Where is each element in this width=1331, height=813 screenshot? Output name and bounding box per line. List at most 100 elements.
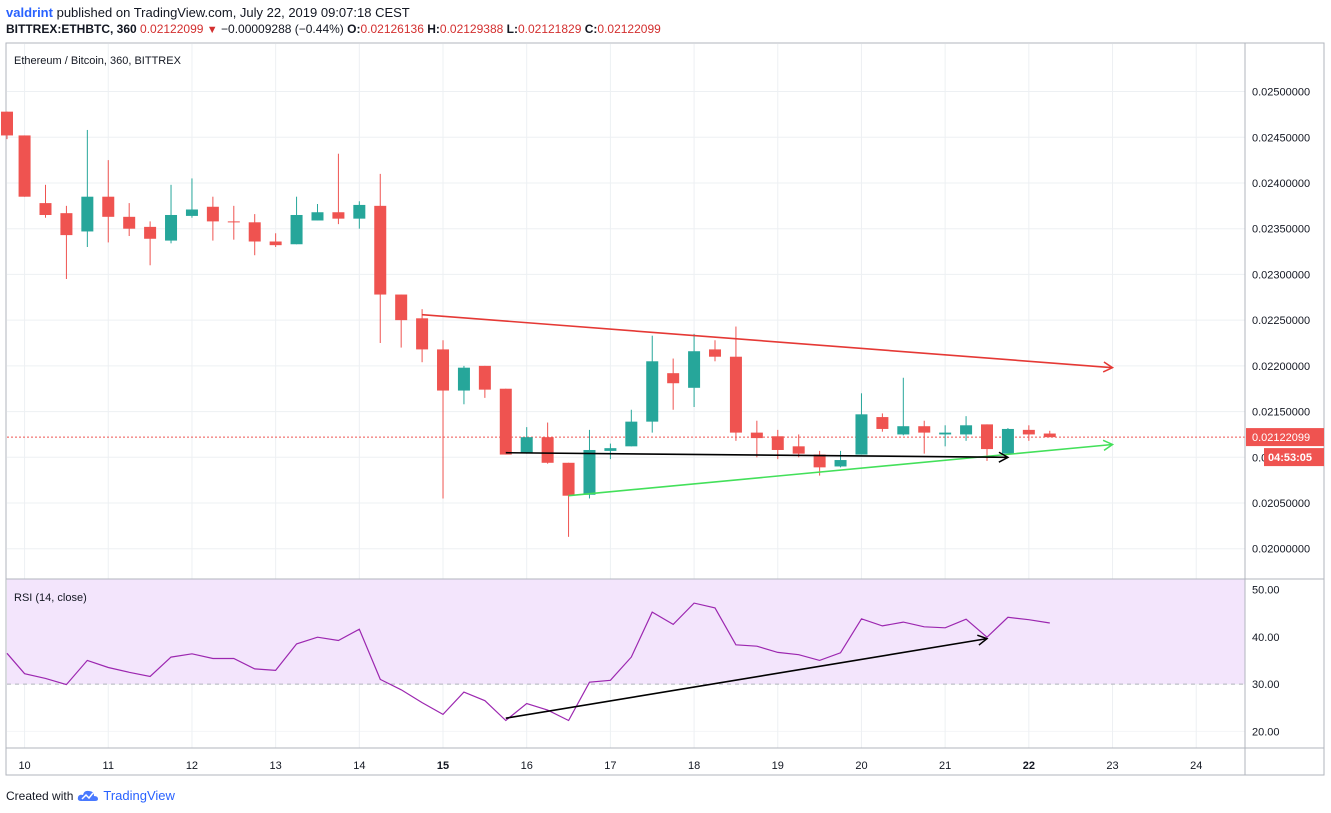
candle-body bbox=[897, 426, 910, 435]
candle bbox=[60, 205, 73, 279]
candle bbox=[667, 358, 680, 410]
candle-body bbox=[729, 356, 742, 433]
rsi-tick-label: 30.00 bbox=[1252, 679, 1280, 691]
candle-body bbox=[499, 388, 512, 455]
price-tick-label: 0.02300000 bbox=[1252, 269, 1310, 281]
rsi-tick-label: 50.00 bbox=[1252, 584, 1280, 596]
candle bbox=[227, 205, 240, 240]
rsi-divergence-arrow bbox=[505, 634, 989, 719]
candle bbox=[457, 365, 470, 405]
candle bbox=[541, 422, 554, 464]
candle bbox=[709, 340, 722, 362]
candle-body bbox=[1043, 433, 1056, 438]
candle-body bbox=[1022, 429, 1035, 435]
candle bbox=[520, 427, 533, 454]
price-tick-label: 0.02450000 bbox=[1252, 132, 1310, 144]
current-price-tag-bg bbox=[1246, 428, 1324, 447]
x-tick-label: 24 bbox=[1190, 760, 1202, 772]
candle bbox=[18, 135, 31, 197]
resistance-trendline bbox=[422, 313, 1115, 373]
created-with-text: Created with bbox=[6, 788, 74, 803]
price-tick-label: 0.02200000 bbox=[1252, 361, 1310, 373]
candle-body bbox=[918, 426, 931, 433]
high-value: 0.02129388 bbox=[439, 22, 504, 36]
candle-body bbox=[583, 449, 596, 495]
rsi-tick-label: 20.00 bbox=[1252, 726, 1280, 738]
symbol-label: BITTREX:ETHBTC, 360 bbox=[6, 22, 137, 36]
down-triangle-icon: ▼ bbox=[206, 24, 218, 36]
candle bbox=[269, 233, 282, 247]
candle bbox=[395, 294, 408, 348]
candle-body bbox=[813, 454, 826, 468]
price-tick-label: 0.02000000 bbox=[1252, 544, 1310, 556]
candle-body bbox=[123, 216, 136, 229]
x-tick-label: 21 bbox=[939, 760, 951, 772]
chart-frame bbox=[5, 42, 1325, 776]
price-pane bbox=[1, 111, 1245, 537]
candle-body bbox=[81, 196, 94, 232]
candle-body bbox=[604, 448, 617, 451]
candle-body bbox=[876, 417, 889, 429]
countdown-label: 04:53:05 bbox=[1268, 452, 1312, 464]
x-tick-label: 17 bbox=[604, 760, 616, 772]
rsi-line bbox=[6, 602, 1050, 722]
candle-body bbox=[227, 221, 240, 223]
current-price-tag-label: 0.02122099 bbox=[1252, 432, 1310, 444]
candle-body bbox=[39, 203, 52, 215]
x-tick-label: 15 bbox=[437, 760, 449, 772]
author-link[interactable]: valdrint bbox=[6, 5, 53, 20]
candle bbox=[374, 173, 387, 344]
candle-body bbox=[416, 318, 429, 350]
x-tick-label: 18 bbox=[688, 760, 700, 772]
open-label: O: bbox=[347, 22, 361, 36]
candle bbox=[834, 450, 847, 468]
publish-header: valdrint published on TradingView.com, J… bbox=[6, 5, 410, 20]
x-tick-label: 20 bbox=[855, 760, 867, 772]
candle bbox=[583, 429, 596, 499]
chart-title: Ethereum / Bitcoin, 360, BITTREX bbox=[14, 55, 182, 67]
support-trendline bbox=[568, 439, 1115, 497]
candle bbox=[960, 416, 973, 441]
candle-body bbox=[478, 365, 491, 390]
candle-body bbox=[290, 214, 303, 245]
candle bbox=[478, 365, 491, 398]
candle-body bbox=[185, 209, 198, 216]
candle bbox=[918, 420, 931, 454]
price-tick-label: 0.02250000 bbox=[1252, 315, 1310, 327]
candle-body bbox=[269, 241, 282, 246]
candle bbox=[646, 335, 659, 433]
candle-body bbox=[311, 212, 324, 221]
candle-body bbox=[667, 373, 680, 384]
tradingview-brand[interactable]: TradingView bbox=[103, 788, 175, 803]
candle bbox=[102, 160, 115, 243]
footer: Created with TradingView bbox=[6, 788, 175, 803]
rsi-tick-label: 40.00 bbox=[1252, 632, 1280, 644]
last-price: 0.02122099 bbox=[140, 22, 204, 36]
candle-body bbox=[18, 135, 31, 197]
x-tick-label: 13 bbox=[270, 760, 282, 772]
candle-body bbox=[750, 432, 763, 439]
current-price-tag: 0.02122099 bbox=[1246, 428, 1324, 447]
rsi-title: RSI (14, close) bbox=[14, 592, 87, 604]
candle bbox=[1022, 425, 1035, 441]
x-tick-label: 16 bbox=[521, 760, 533, 772]
candle-body bbox=[855, 414, 868, 455]
x-tick-label: 22 bbox=[1023, 760, 1035, 772]
candle-body bbox=[144, 226, 157, 239]
price-tick-label: 0.02150000 bbox=[1252, 407, 1310, 419]
candle bbox=[81, 129, 94, 247]
candle-body bbox=[102, 196, 115, 217]
candle-body bbox=[60, 213, 73, 236]
candle bbox=[562, 462, 575, 537]
x-tick-label: 10 bbox=[18, 760, 30, 772]
price-tick-label: 0.02050000 bbox=[1252, 498, 1310, 510]
candle-body bbox=[960, 425, 973, 435]
candle bbox=[39, 184, 52, 218]
countdown-tag-bg bbox=[1264, 448, 1324, 467]
candle-body bbox=[980, 424, 993, 450]
candle bbox=[625, 409, 638, 447]
symbol-ohlc-header: BITTREX:ETHBTC, 360 0.02122099 ▼ −0.0000… bbox=[6, 22, 661, 36]
low-value: 0.02121829 bbox=[517, 22, 582, 36]
close-label: C: bbox=[584, 22, 598, 36]
